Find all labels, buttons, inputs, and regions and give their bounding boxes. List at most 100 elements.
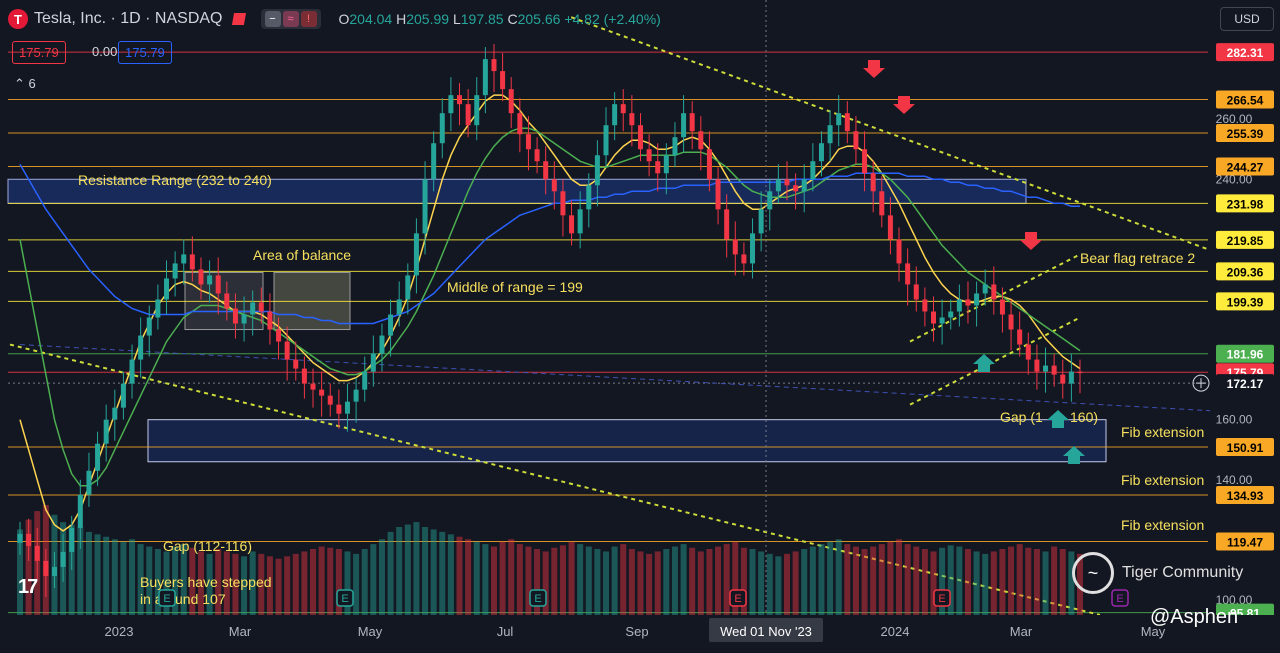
volume-bar [680, 544, 687, 615]
time-axis-label: Mar [1010, 624, 1033, 639]
price-axis-label-bg [1216, 194, 1274, 213]
volume-bar [378, 539, 385, 615]
moving-average-line [19, 163, 1080, 325]
candle-body [948, 311, 954, 318]
candle-body [801, 179, 807, 192]
volume-bar [809, 546, 816, 615]
volume-bar [439, 531, 446, 615]
bid-price-box[interactable]: 175.79 [12, 41, 66, 64]
earnings-marker-icon [729, 589, 747, 607]
volume-bar [603, 551, 610, 615]
candle-body [706, 149, 712, 180]
candle-body [594, 155, 600, 186]
candle-body [327, 395, 333, 405]
price-axis-label: 219.85 [1227, 234, 1264, 248]
volume-bar [189, 547, 196, 615]
candle-body [457, 95, 463, 105]
earnings-marker-icon [158, 589, 176, 607]
volume-bar [1051, 546, 1058, 615]
candle-body [991, 284, 997, 300]
low-value: 197.85 [460, 11, 504, 27]
volume-bar [706, 549, 713, 615]
currency-select[interactable]: USD [1220, 7, 1274, 31]
volume-bar [206, 553, 213, 615]
volume-bar [353, 553, 360, 615]
volume-bar [137, 544, 144, 615]
indicators-toggle[interactable]: ⌃ 6 [14, 76, 36, 91]
minus-icon[interactable]: − [264, 11, 281, 27]
volume-bar [775, 556, 782, 615]
candle-body [517, 113, 523, 135]
volume-bar [887, 541, 894, 615]
earnings-marker-label: E [534, 593, 541, 605]
ohlc-readout: O204.04 H205.99 L197.85 C205.66 +4.82 (+… [339, 11, 661, 27]
volume-bar [1033, 549, 1040, 615]
volume-bar [542, 551, 549, 615]
candle-body [215, 275, 221, 294]
candle-body [431, 143, 437, 180]
price-axis-label-bg [1216, 157, 1274, 176]
volume-bar [1008, 546, 1015, 615]
candle-body [500, 71, 506, 90]
candle-body [629, 113, 635, 126]
candle-body [560, 191, 566, 216]
time-axis-label: Mar [229, 624, 252, 639]
candle-body [775, 179, 781, 192]
flag-icon[interactable] [231, 13, 246, 25]
candle-body [750, 233, 756, 264]
candle-body [577, 209, 583, 234]
volume-bar [620, 544, 627, 615]
candle-body [43, 560, 49, 576]
volume-bar [1059, 549, 1066, 615]
candle-body [405, 275, 411, 300]
candle-body [862, 149, 868, 174]
candle-body [362, 371, 368, 390]
candle-body [224, 293, 230, 309]
annotation-gap-high-left: Gap (1 [1000, 409, 1043, 425]
candle-body [1043, 365, 1049, 372]
volume-bar [723, 544, 730, 615]
volume-bar [327, 547, 334, 615]
volume-bar [301, 551, 308, 615]
moving-average-line [19, 127, 1081, 487]
candle-body [51, 566, 57, 576]
price-axis-label: 231.98 [1227, 197, 1264, 211]
candle-body [241, 314, 247, 324]
ask-price-box[interactable]: 175.79 [118, 41, 172, 64]
volume-bar [473, 541, 480, 615]
candle-body [879, 191, 885, 216]
volume-bar [878, 544, 885, 615]
alert-icon[interactable]: ! [300, 11, 317, 27]
candle-body [637, 125, 643, 150]
candle-body [422, 179, 428, 234]
open-label: O [338, 11, 350, 27]
candle-body [86, 470, 92, 495]
candle-body [655, 161, 661, 174]
candle-body [534, 149, 540, 162]
down-arrow-icon [893, 96, 915, 114]
candle-body [336, 404, 342, 414]
volume-bar [904, 544, 911, 615]
symbol-title[interactable]: Tesla, Inc. · 1D · NASDAQ [34, 10, 223, 27]
candle-body [551, 179, 557, 192]
volume-bar [525, 546, 532, 615]
wave-icon[interactable]: ≈ [282, 11, 299, 27]
change-value: +4.82 (+2.40%) [564, 11, 661, 27]
volume-bar [249, 551, 256, 615]
time-axis-label: Jul [497, 624, 514, 639]
time-axis-label: 2024 [881, 624, 910, 639]
candle-body [612, 104, 618, 126]
volume-bar [146, 546, 153, 615]
volume-bar [663, 549, 670, 615]
price-axis-label: 255.39 [1227, 127, 1264, 141]
close-label: C [507, 11, 518, 27]
annotation-bear-flag: Bear flag retrace 2 [1080, 250, 1195, 266]
annotation-area-of-balance: Area of balance [253, 247, 351, 263]
price-axis-label-bg [1216, 262, 1274, 281]
candle-body [887, 215, 893, 240]
volume-bar [1068, 551, 1075, 615]
indicator-count: 6 [28, 76, 36, 91]
candle-body [301, 368, 307, 384]
